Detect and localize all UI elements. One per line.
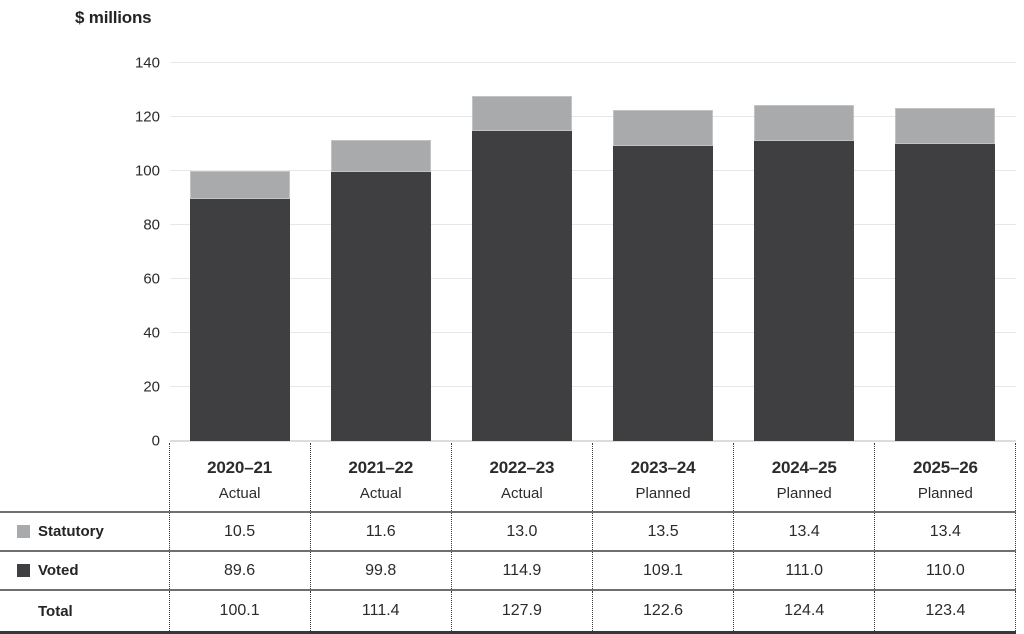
column-header-2023–24: 2023–24 Planned bbox=[591, 443, 734, 513]
bar-voted-2023–24 bbox=[613, 146, 714, 441]
row-label: Total bbox=[38, 602, 73, 620]
bar-statutory-2024–25 bbox=[754, 105, 855, 142]
data-table: 2020–21 Actual 2021–22 Actual 2022–23 Actual 2… bbox=[0, 443, 1017, 634]
legend-entry-total: Total bbox=[0, 603, 169, 620]
chart-title: $ millions bbox=[75, 8, 152, 27]
cell-total-2025–26: 123.4 bbox=[874, 590, 1017, 634]
cell-total-2024–25: 124.4 bbox=[733, 590, 875, 634]
column-year-label: 2024–25 bbox=[771, 458, 837, 477]
y-tick-label-60: 60 bbox=[143, 270, 160, 288]
table-row-voted: Voted 89.6 99.8 114.9 109.1 111.0 110.0 bbox=[0, 551, 1017, 591]
legend-swatch-voted bbox=[17, 564, 30, 577]
bar-statutory-2020–21 bbox=[189, 170, 290, 200]
y-tick-label-40: 40 bbox=[143, 324, 160, 342]
cell-total-2021–22: 111.4 bbox=[309, 590, 452, 634]
legend-entry-voted: Voted bbox=[0, 562, 169, 579]
column-sublabel: Actual bbox=[501, 485, 543, 502]
row-label-cell-statutory: Statutory bbox=[0, 512, 169, 552]
y-axis: 0 20 40 60 80 100 120 140 bbox=[0, 55, 160, 450]
bar-statutory-2021–22 bbox=[330, 140, 431, 172]
cell-statutory-2023–24: 13.5 bbox=[591, 512, 734, 552]
column-header-2020–21: 2020–21 Actual bbox=[168, 443, 311, 513]
gridline-140 bbox=[170, 62, 1016, 63]
y-tick-label-120: 120 bbox=[134, 108, 160, 126]
bar-voted-2025–26 bbox=[895, 144, 996, 441]
bar-voted-2022–23 bbox=[471, 130, 572, 441]
column-header-2022–23: 2022–23 Actual bbox=[450, 443, 593, 513]
cell-total-2020–21: 100.1 bbox=[168, 590, 311, 634]
legend-swatch-statutory bbox=[17, 525, 30, 538]
y-tick-label-140: 140 bbox=[134, 54, 160, 72]
row-label: Statutory bbox=[38, 523, 104, 540]
cell-voted-2024–25: 111.0 bbox=[733, 551, 875, 591]
y-tick-label-80: 80 bbox=[143, 216, 160, 234]
cell-voted-2022–23: 114.9 bbox=[450, 551, 593, 591]
bar-voted-2021–22 bbox=[330, 171, 431, 441]
y-tick-label-20: 20 bbox=[143, 378, 160, 396]
column-sublabel: Planned bbox=[635, 485, 691, 502]
cell-statutory-2024–25: 13.4 bbox=[733, 512, 875, 552]
legend-entry-statutory: Statutory bbox=[0, 523, 169, 540]
table-row-total: Total 100.1 111.4 127.9 122.6 124.4 123.4 bbox=[0, 590, 1017, 634]
table-row-statutory: Statutory 10.5 11.6 13.0 13.5 13.4 13.4 bbox=[0, 512, 1017, 552]
column-sublabel: Planned bbox=[917, 485, 973, 502]
column-sublabel: Actual bbox=[218, 485, 261, 502]
cell-statutory-2021–22: 11.6 bbox=[309, 512, 452, 552]
column-year-label: 2023–24 bbox=[630, 458, 696, 477]
plot-area bbox=[170, 62, 1016, 442]
gridline-40 bbox=[170, 332, 1016, 333]
cell-statutory-2022–23: 13.0 bbox=[450, 512, 593, 552]
cell-voted-2021–22: 99.8 bbox=[309, 551, 452, 591]
column-header-2021–22: 2021–22 Actual bbox=[309, 443, 452, 513]
cell-voted-2020–21: 89.6 bbox=[168, 551, 311, 591]
column-year-label: 2022–23 bbox=[489, 458, 555, 477]
bar-statutory-2023–24 bbox=[613, 110, 714, 147]
bar-statutory-2022–23 bbox=[471, 95, 572, 131]
bar-voted-2020–21 bbox=[189, 199, 290, 441]
table-corner-cell bbox=[0, 443, 169, 513]
table-body: 2020–21 Actual 2021–22 Actual 2022–23 Actual 2… bbox=[0, 443, 1017, 634]
gridline-20 bbox=[170, 386, 1016, 387]
cell-statutory-2025–26: 13.4 bbox=[874, 512, 1017, 552]
y-tick-label-0: 0 bbox=[151, 432, 160, 450]
gridline-60 bbox=[170, 278, 1016, 279]
gridline-0 bbox=[170, 440, 1016, 442]
gridline-80 bbox=[170, 224, 1016, 225]
row-label: Voted bbox=[38, 562, 79, 579]
cell-statutory-2020–21: 10.5 bbox=[168, 512, 311, 552]
row-label-cell-total: Total bbox=[0, 590, 169, 634]
column-header-2024–25: 2024–25 Planned bbox=[733, 443, 875, 513]
column-year-label: 2021–22 bbox=[348, 458, 414, 477]
table-header-row: 2020–21 Actual 2021–22 Actual 2022–23 Actual 2… bbox=[0, 443, 1017, 513]
row-label-cell-voted: Voted bbox=[0, 551, 169, 591]
cell-total-2023–24: 122.6 bbox=[591, 590, 734, 634]
column-sublabel: Actual bbox=[359, 485, 402, 502]
bar-statutory-2025–26 bbox=[895, 107, 996, 144]
bar-voted-2024–25 bbox=[754, 141, 855, 441]
cell-voted-2023–24: 109.1 bbox=[591, 551, 734, 591]
gridline-120 bbox=[170, 116, 1016, 117]
y-tick-label-100: 100 bbox=[134, 162, 160, 180]
cell-voted-2025–26: 110.0 bbox=[874, 551, 1017, 591]
column-year-label: 2020–21 bbox=[207, 458, 272, 477]
cell-total-2022–23: 127.9 bbox=[450, 590, 593, 634]
column-sublabel: Planned bbox=[776, 485, 832, 502]
column-header-2025–26: 2025–26 Planned bbox=[874, 443, 1017, 513]
gridline-100 bbox=[170, 170, 1016, 171]
column-year-label: 2025–26 bbox=[912, 458, 978, 477]
